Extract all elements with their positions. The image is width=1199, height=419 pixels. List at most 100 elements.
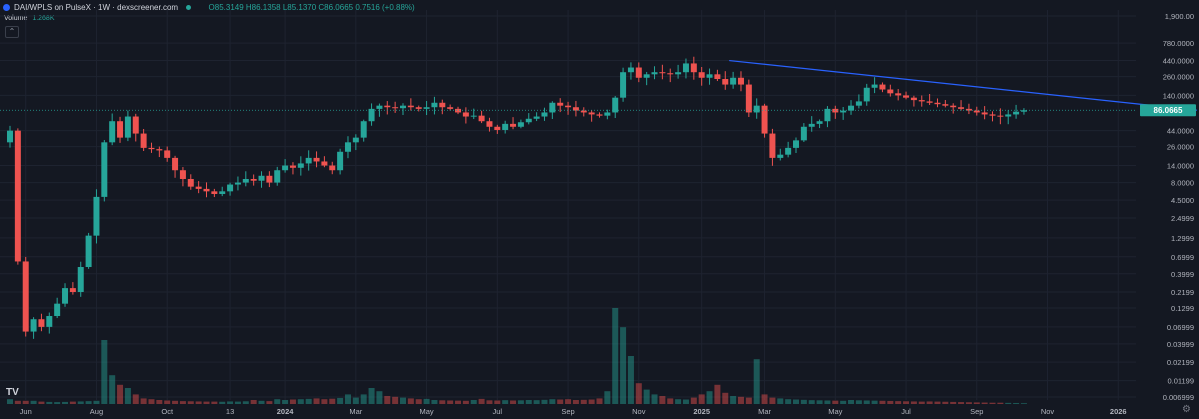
volume-bar [667, 398, 674, 404]
volume-bar [46, 401, 53, 404]
candle-body [926, 101, 933, 103]
candle-body [580, 110, 587, 113]
candle-body [895, 93, 902, 96]
status-dot-icon [186, 5, 192, 11]
volume-bar [439, 400, 446, 404]
candle-body [234, 182, 241, 185]
volume-bar [565, 399, 572, 404]
tradingview-logo-icon[interactable]: TV [6, 387, 19, 398]
candle-body [352, 137, 359, 143]
volume-bar [871, 400, 878, 404]
volume-bar [502, 400, 509, 404]
x-tick-label: May [419, 407, 433, 416]
y-tick-label: 14.0000 [1167, 162, 1194, 171]
volume-bar [659, 396, 666, 404]
volume-bar [793, 399, 799, 404]
candle-body [250, 178, 257, 181]
volume-value: 1.268K [32, 15, 55, 22]
volume-bar [392, 396, 399, 404]
volume-bar [1020, 403, 1027, 404]
volume-bar [525, 400, 532, 404]
candle-body [274, 170, 281, 183]
volume-bar [745, 397, 752, 404]
volume-bar [706, 391, 713, 404]
x-tick-label: Oct [161, 407, 174, 416]
volume-bar [698, 394, 705, 404]
x-tick-label: 2026 [1110, 407, 1127, 416]
candle-body [525, 118, 532, 123]
candle-body [297, 163, 304, 168]
volume-bar [289, 399, 296, 404]
candle-body [761, 105, 768, 134]
y-tick-label: 0.006999 [1163, 393, 1194, 402]
candle-body [667, 73, 674, 75]
candle-body [965, 108, 972, 111]
candle-body [140, 133, 147, 148]
y-tick-label: 780.0000 [1163, 39, 1194, 48]
volume-bar [541, 399, 548, 404]
volume-bar [352, 397, 359, 404]
volume-bar [266, 401, 273, 404]
candle-body [612, 97, 619, 113]
candle-body [840, 110, 847, 113]
volume-bar [549, 399, 556, 404]
gear-icon[interactable]: ⚙ [1182, 404, 1191, 415]
volume-bar [855, 400, 862, 404]
volume-bar [651, 394, 658, 404]
candle-body [785, 147, 792, 155]
candle-body [494, 126, 501, 130]
volume-bar [415, 399, 422, 404]
candle-body [242, 178, 249, 183]
candle-body [502, 123, 509, 130]
candle-body [305, 157, 312, 164]
volume-bar [407, 398, 414, 404]
candle-body [620, 72, 627, 98]
volume-bar [572, 400, 579, 404]
candle-body [517, 122, 524, 127]
candle-body [344, 142, 351, 152]
volume-bar [219, 401, 226, 404]
volume-bar [753, 359, 760, 404]
candle-body [541, 112, 548, 117]
y-tick-label: 1.2999 [1171, 234, 1194, 243]
volume-bar [785, 399, 792, 404]
candle-body [415, 107, 422, 109]
candle-body [219, 191, 226, 194]
candle-body [565, 105, 572, 108]
y-tick-label: 0.2199 [1171, 288, 1194, 297]
candle-body [989, 114, 996, 116]
candle-body [824, 108, 831, 122]
x-tick-label: 2024 [277, 407, 295, 416]
candle-body [54, 303, 61, 317]
candle-body [793, 140, 799, 148]
candle-body [973, 110, 980, 113]
volume-bar [800, 399, 807, 404]
candle-body [903, 95, 910, 98]
candle-body [62, 288, 69, 304]
volume-bar [234, 401, 241, 404]
candle-body [486, 121, 493, 127]
candle-body [997, 115, 1004, 117]
volume-bar [816, 400, 823, 404]
candle-body [85, 235, 92, 268]
candle-body [714, 74, 721, 80]
candle-body [407, 105, 414, 108]
volume-bar [612, 308, 619, 404]
x-tick-label: Nov [632, 407, 646, 416]
candle-body [557, 102, 564, 106]
volume-bar [887, 400, 894, 404]
volume-bar [840, 400, 847, 404]
candle-body [604, 112, 611, 116]
candle-body [777, 154, 784, 158]
candle-body [848, 105, 855, 111]
volume-bar [38, 401, 45, 404]
candle-body [596, 114, 603, 116]
candle-body [282, 165, 289, 171]
candle-body [7, 130, 13, 143]
candle-body [871, 84, 878, 88]
volume-bar [903, 401, 910, 404]
candle-body [950, 105, 957, 108]
symbol-title[interactable]: DAI/WPLS on PulseX · 1W · dexscreener.co… [14, 3, 179, 12]
chevron-up-icon[interactable]: ⌃ [5, 26, 19, 38]
